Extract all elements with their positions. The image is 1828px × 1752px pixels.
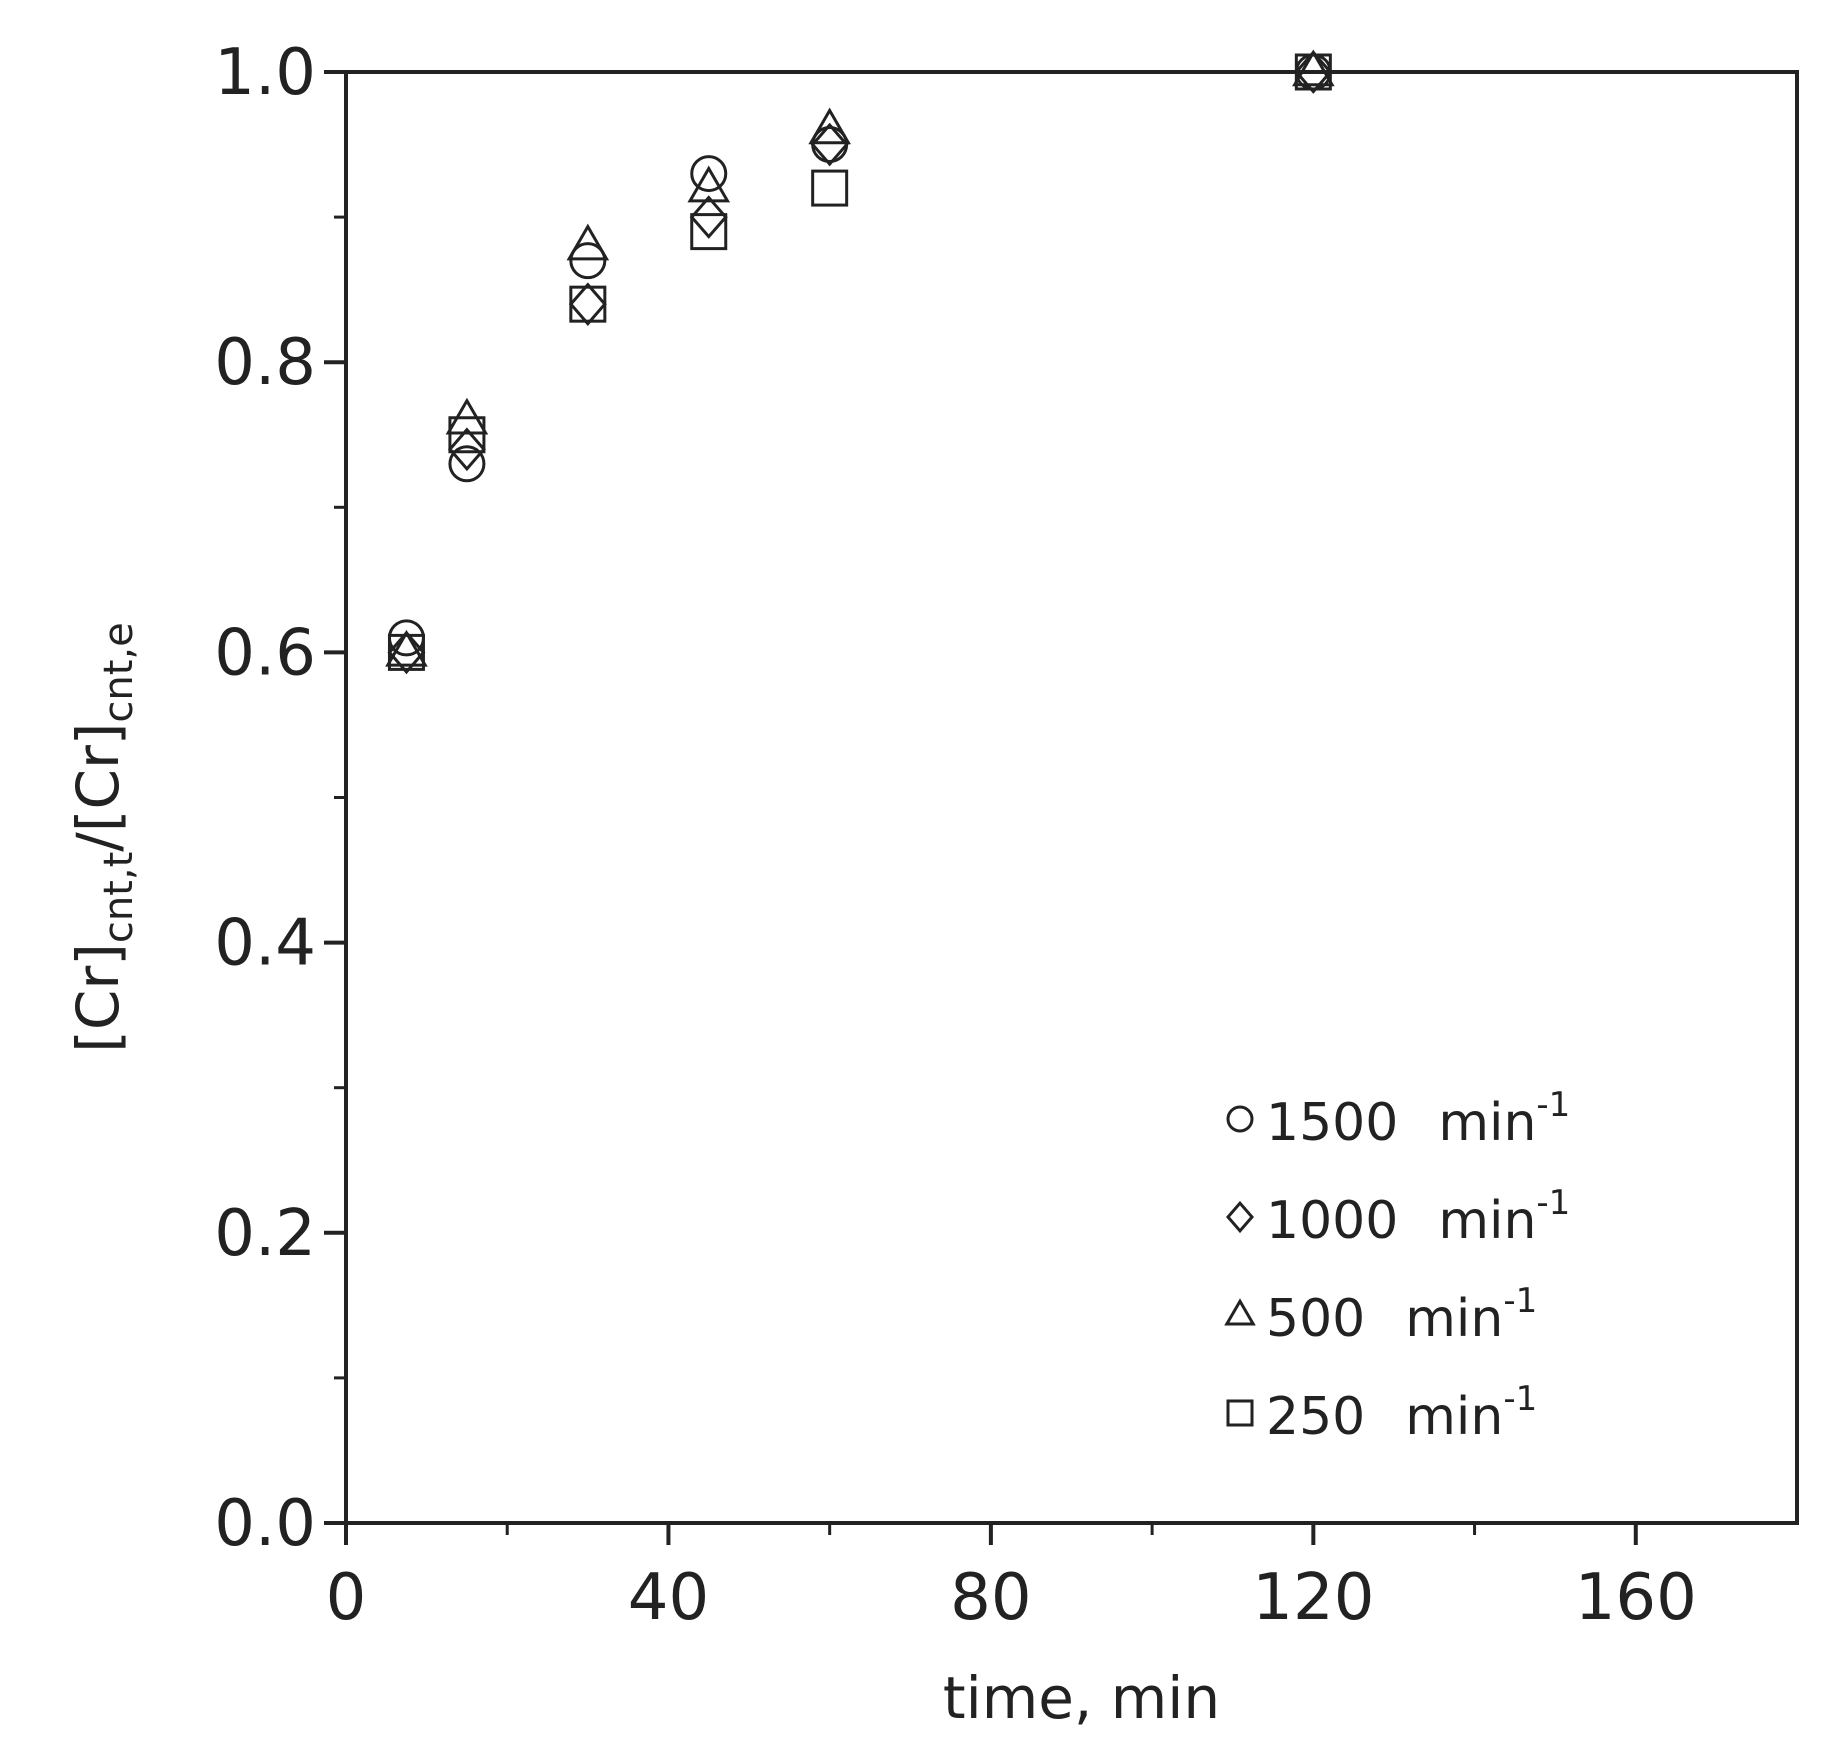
legend-unit: min bbox=[1405, 1387, 1503, 1447]
legend-item: 250 min-1 bbox=[1226, 1379, 1537, 1447]
series-circle bbox=[387, 53, 1332, 657]
data-point-diamond bbox=[810, 122, 849, 167]
legend-label: 500 min-1 bbox=[1266, 1281, 1537, 1349]
legend-unit-exponent: -1 bbox=[1536, 1183, 1570, 1223]
legend-marker-triangle bbox=[1224, 1298, 1256, 1326]
data-point-triangle bbox=[808, 107, 851, 145]
legend-item: 500 min-1 bbox=[1224, 1281, 1537, 1349]
axis-tick-labels: 0 40 80 120 160 0.0 0.2 0.4 0.6 0.8 1.0 bbox=[214, 36, 1697, 1635]
y-axis-title-subscript: cnt,t bbox=[96, 852, 142, 943]
y-tick-label: 0.2 bbox=[214, 1197, 316, 1271]
data-point-diamond bbox=[387, 630, 426, 675]
y-tick-label: 0.6 bbox=[214, 616, 316, 690]
legend-label: 1500 min-1 bbox=[1266, 1085, 1570, 1153]
data-point-square bbox=[387, 633, 425, 671]
y-tick-label: 0.8 bbox=[214, 326, 316, 400]
data-point-diamond bbox=[568, 282, 607, 326]
data-point-square bbox=[690, 213, 728, 251]
legend-unit-exponent: -1 bbox=[1503, 1281, 1537, 1321]
legend-unit: min bbox=[1438, 1093, 1536, 1153]
y-axis-title-subscript: cnt,e bbox=[96, 622, 142, 722]
data-markers bbox=[385, 49, 1335, 675]
series-triangle bbox=[385, 49, 1335, 667]
data-point-triangle bbox=[1292, 49, 1335, 87]
data-point-circle bbox=[387, 619, 425, 657]
plot-frame bbox=[344, 70, 1799, 1525]
x-tick-label: 120 bbox=[1252, 1561, 1374, 1635]
legend-label: 1000 min-1 bbox=[1266, 1183, 1570, 1251]
y-axis-title: [Cr]cnt,t/[Cr]cnt,e bbox=[64, 622, 142, 1053]
y-axis-title-part: [Cr] bbox=[64, 943, 132, 1053]
legend-series-name: 1000 bbox=[1266, 1191, 1398, 1251]
x-tick-label: 80 bbox=[950, 1561, 1031, 1635]
data-point-circle bbox=[448, 445, 486, 483]
series-diamond bbox=[387, 50, 1333, 675]
legend-unit-exponent: -1 bbox=[1536, 1085, 1570, 1125]
data-point-square bbox=[811, 169, 849, 207]
axis-ticks bbox=[324, 70, 1638, 1545]
legend-unit: min bbox=[1438, 1191, 1536, 1251]
data-point-triangle bbox=[566, 223, 610, 261]
data-point-square bbox=[569, 285, 607, 323]
data-point-diamond bbox=[689, 195, 728, 239]
y-tick-label: 0.4 bbox=[214, 907, 316, 981]
legend-marker-circle bbox=[1226, 1105, 1254, 1133]
legend-unit-exponent: -1 bbox=[1503, 1379, 1537, 1419]
legend-marker-diamond bbox=[1226, 1200, 1254, 1234]
data-point-diamond bbox=[447, 427, 486, 472]
y-tick-label: 0.0 bbox=[214, 1487, 316, 1561]
legend-series-name: 500 bbox=[1266, 1289, 1365, 1349]
data-point-circle bbox=[569, 242, 607, 280]
legend-label: 250 min-1 bbox=[1266, 1379, 1537, 1447]
legend-unit: min bbox=[1405, 1289, 1503, 1349]
data-point-diamond bbox=[1294, 50, 1333, 94]
data-point-circle bbox=[690, 155, 728, 193]
legend-series-name: 1500 bbox=[1266, 1093, 1398, 1153]
legend-item: 1000 min-1 bbox=[1226, 1183, 1570, 1251]
x-tick-label: 0 bbox=[326, 1561, 367, 1635]
data-point-square bbox=[448, 416, 486, 454]
legend-item: 1500 min-1 bbox=[1226, 1085, 1570, 1153]
data-point-square bbox=[1294, 53, 1332, 91]
x-axis-title: time, min bbox=[943, 1664, 1220, 1732]
axis-titles: time, min [Cr]cnt,t/[Cr]cnt,e bbox=[64, 622, 1220, 1732]
x-tick-label: 160 bbox=[1575, 1561, 1697, 1635]
y-axis-title-part: /[Cr] bbox=[64, 723, 132, 852]
data-point-triangle bbox=[385, 629, 428, 667]
legend-series-name: 250 bbox=[1266, 1387, 1365, 1447]
legend-marker-square bbox=[1226, 1399, 1254, 1427]
plot-area bbox=[344, 70, 1799, 1525]
data-point-triangle bbox=[687, 165, 731, 203]
series-square bbox=[387, 53, 1332, 671]
x-tick-label: 40 bbox=[628, 1561, 709, 1635]
y-tick-label: 1.0 bbox=[214, 36, 316, 110]
